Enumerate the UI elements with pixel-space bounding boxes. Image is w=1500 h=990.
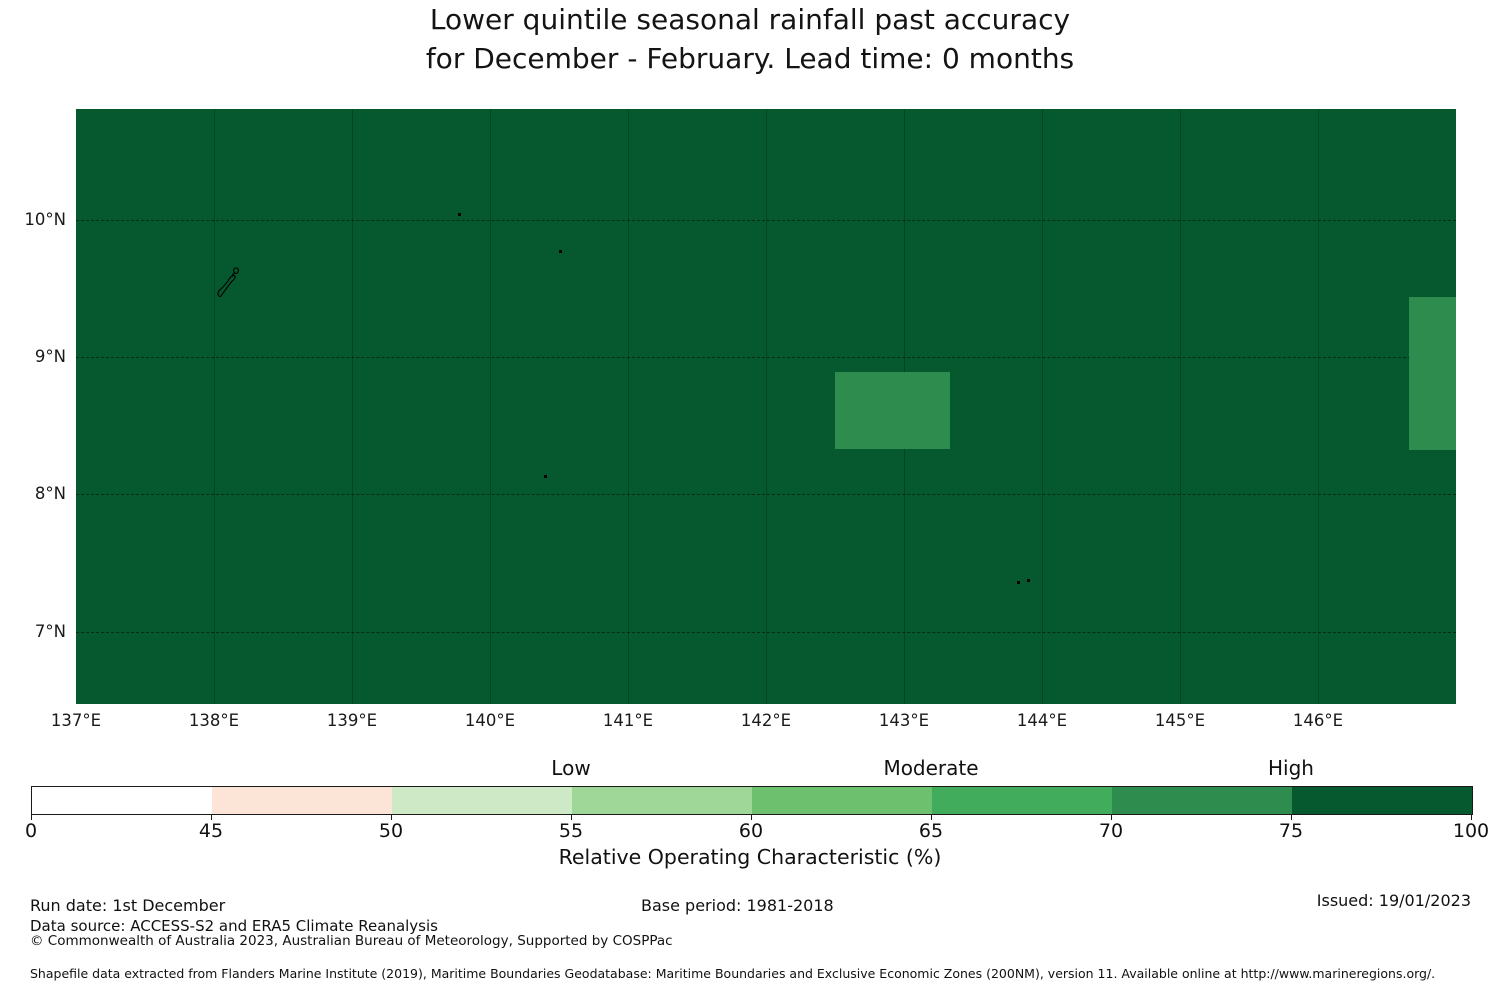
x-axis-tick-label: 143°E — [878, 711, 930, 730]
colorbar-segment-60-65 — [752, 787, 932, 814]
x-axis-tick-label: 142°E — [740, 711, 792, 730]
colorbar-segment-75-100 — [1292, 787, 1472, 814]
latitude-gridline — [76, 357, 1456, 359]
colorbar-category-label-moderate: Moderate — [883, 756, 979, 780]
issued-date-text: Issued: 19/01/2023 — [1316, 891, 1471, 910]
colorbar-tick-mark — [1291, 814, 1292, 820]
y-axis-tick-label: 7°N — [34, 621, 66, 641]
colorbar-tick-label: 65 — [918, 820, 944, 842]
shapefile-attribution-text: Shapefile data extracted from Flanders M… — [30, 966, 1436, 981]
colorbar-tick-label: 70 — [1098, 820, 1124, 842]
x-axis-tick-label: 144°E — [1016, 711, 1068, 730]
x-axis-tick-label: 146°E — [1292, 711, 1344, 730]
colorbar-axis-label: Relative Operating Characteristic (%) — [558, 845, 942, 869]
colorbar-segment-45-50 — [212, 787, 392, 814]
latitude-gridline — [76, 631, 1456, 633]
colorbar-tick-label: 60 — [738, 820, 764, 842]
colorbar-category-label-high: High — [1268, 756, 1314, 780]
latitude-gridline — [76, 219, 1456, 221]
copyright-text: © Commonwealth of Australia 2023, Austra… — [30, 933, 673, 949]
colorbar-tick-mark — [1471, 814, 1472, 820]
longitude-gridline — [1318, 109, 1319, 704]
colorbar-tick-label: 50 — [378, 820, 404, 842]
longitude-gridline — [214, 109, 215, 704]
colorbar-tick-mark — [571, 814, 572, 820]
accuracy-cell — [835, 372, 950, 450]
longitude-gridline — [766, 109, 767, 704]
island-dot — [1026, 579, 1030, 583]
colorbar-tick-label: 100 — [1452, 820, 1490, 842]
x-axis-tick-label: 137°E — [50, 711, 102, 730]
colorbar-segment-50-55 — [392, 787, 572, 814]
longitude-gridline — [1180, 109, 1181, 704]
colorbar-tick-mark — [211, 814, 212, 820]
colorbar-category-label-low: Low — [551, 756, 591, 780]
latitude-gridline — [76, 494, 1456, 496]
chart-title-line-2: for December - February. Lead time: 0 mo… — [425, 42, 1075, 75]
longitude-gridline — [628, 109, 629, 704]
longitude-gridline — [490, 109, 491, 704]
yap-island-outline — [217, 267, 239, 298]
base-period-text: Base period: 1981-2018 — [641, 896, 834, 915]
x-axis-tick-label: 140°E — [464, 711, 516, 730]
island-dot — [458, 213, 462, 216]
colorbar-segment-55-60 — [572, 787, 752, 814]
run-date-text: Run date: 1st December — [30, 896, 226, 915]
x-axis-tick-label: 139°E — [326, 711, 378, 730]
colorbar-tick-mark — [751, 814, 752, 820]
y-axis-tick-label: 9°N — [34, 347, 66, 367]
x-axis-tick-label: 141°E — [602, 711, 654, 730]
y-axis-tick-label: 8°N — [34, 484, 66, 504]
colorbar-tick-mark — [391, 814, 392, 820]
colorbar-tick-label: 55 — [558, 820, 584, 842]
colorbar — [31, 786, 1473, 815]
colorbar-tick-mark — [1111, 814, 1112, 820]
x-axis-tick-label: 145°E — [1154, 711, 1206, 730]
island-dot — [543, 475, 547, 479]
island-dot — [558, 250, 562, 254]
colorbar-tick-mark — [31, 814, 32, 820]
accuracy-cell — [1409, 296, 1456, 451]
colorbar-segment-70-75 — [1112, 787, 1292, 814]
data-source-text: Data source: ACCESS-S2 and ERA5 Climate … — [30, 917, 438, 935]
chart-title-line-1: Lower quintile seasonal rainfall past ac… — [429, 3, 1071, 36]
longitude-gridline — [352, 109, 353, 704]
longitude-gridline — [1042, 109, 1043, 704]
colorbar-tick-label: 0 — [24, 820, 38, 842]
x-axis-tick-label: 138°E — [188, 711, 240, 730]
colorbar-tick-label: 75 — [1278, 820, 1304, 842]
island-dot — [1017, 580, 1021, 584]
colorbar-tick-mark — [931, 814, 932, 820]
map-plot-area — [76, 109, 1456, 704]
y-axis-tick-label: 10°N — [24, 209, 66, 229]
colorbar-tick-label: 45 — [198, 820, 224, 842]
colorbar-segment-0-45 — [32, 787, 212, 814]
colorbar-segment-65-70 — [932, 787, 1112, 814]
